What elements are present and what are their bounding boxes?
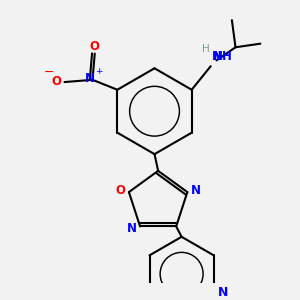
- Text: N: N: [190, 184, 200, 197]
- Text: O: O: [116, 184, 126, 197]
- Text: O: O: [90, 40, 100, 53]
- Text: N: N: [218, 286, 228, 299]
- Text: N: N: [212, 50, 222, 63]
- Text: −: −: [44, 66, 54, 79]
- Text: N: N: [85, 72, 95, 86]
- Text: N: N: [127, 222, 137, 235]
- Text: NH: NH: [213, 50, 233, 63]
- Text: O: O: [52, 75, 62, 88]
- Text: H: H: [202, 44, 210, 54]
- Text: +: +: [94, 67, 102, 76]
